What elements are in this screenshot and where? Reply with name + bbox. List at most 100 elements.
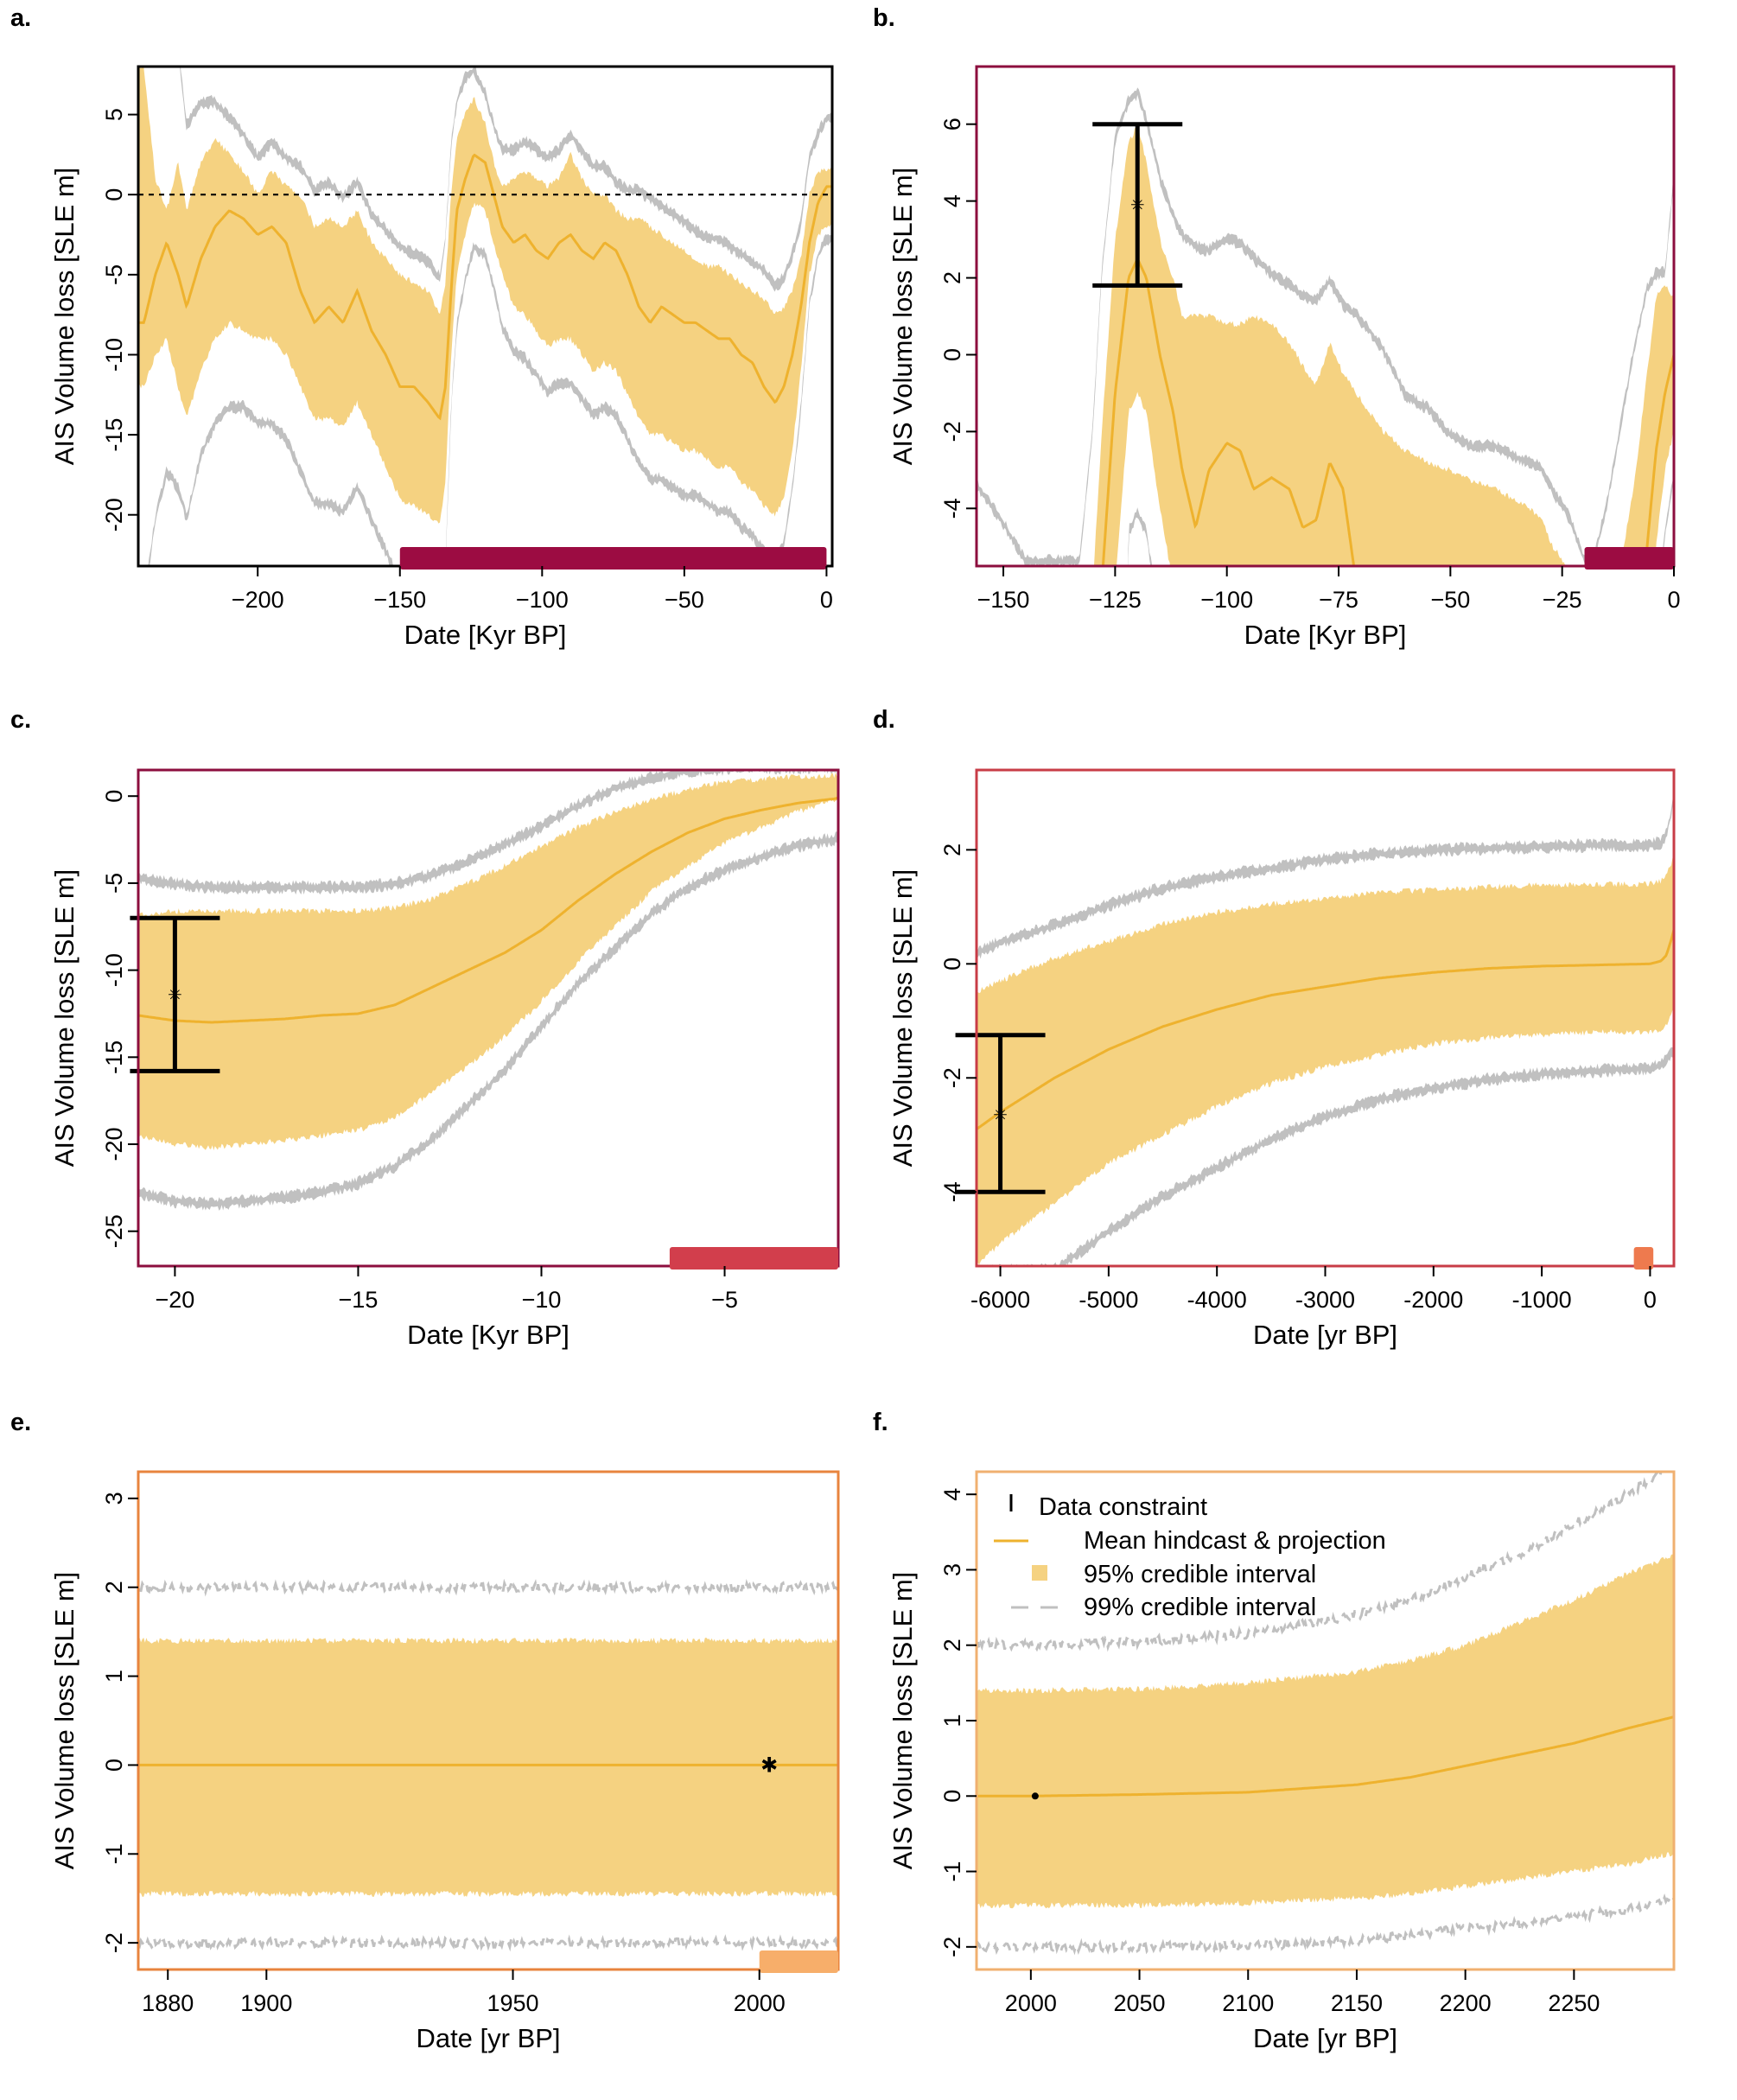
y-tick-label: 0 — [101, 1759, 127, 1772]
ci99-upper-band — [180, 67, 832, 292]
panel-label: a. — [10, 4, 31, 32]
y-tick-label: 2 — [939, 843, 965, 856]
y-tick-label: -5 — [101, 873, 127, 894]
constraint-point: ✳ — [993, 1106, 1008, 1125]
x-tick-label: 2250 — [1548, 1990, 1600, 2016]
y-tick-label: 3 — [101, 1492, 127, 1505]
constraint-point: ✱ — [760, 1753, 778, 1777]
ci95-band — [138, 67, 832, 524]
x-tick-label: 1900 — [240, 1990, 292, 2016]
y-tick-label: -1 — [939, 1861, 965, 1882]
x-axis-title: Date [yr BP] — [416, 2023, 560, 2053]
x-tick-label: 2200 — [1440, 1990, 1492, 2016]
y-tick-label: -4 — [939, 498, 965, 519]
panel-label: c. — [10, 706, 31, 734]
ci95-band — [977, 854, 1674, 1266]
panel-label: d. — [873, 706, 895, 734]
y-tick-label: -20 — [101, 1128, 127, 1161]
panel-f: 2000 2050 2100 2150 2200 2250 4 3 2 1 0 -1 -2 Date [y… — [873, 1409, 1676, 2053]
time-window-bar — [759, 1950, 838, 1973]
constraint-point: ✳ — [1130, 196, 1145, 215]
plot-area-b — [977, 87, 1674, 566]
legend: Data constraint Mean hindcast & projectio… — [994, 1493, 1386, 1621]
y-tick-label: -5 — [101, 264, 127, 285]
x-axis-title: Date [Kyr BP] — [1244, 620, 1407, 650]
panel-label: b. — [873, 4, 895, 32]
y-axis-title: AIS Volume loss [SLE m] — [888, 1572, 918, 1870]
x-tick-label: -3000 — [1295, 1287, 1355, 1313]
y-tick-label: -4 — [939, 1181, 965, 1202]
ci99-upper-dashed — [138, 1578, 838, 1597]
x-tick-label: −100 — [516, 587, 569, 613]
y-axis-title: AIS Volume loss [SLE m] — [49, 168, 80, 466]
x-tick-label: −200 — [232, 587, 284, 613]
legend-ci95-symbol — [1032, 1565, 1047, 1581]
x-axis-title: Date [Kyr BP] — [407, 1320, 569, 1350]
x-tick-label: -2000 — [1403, 1287, 1463, 1313]
constraint-point: ✳ — [168, 986, 182, 1005]
x-tick-label: −25 — [1543, 587, 1582, 613]
legend-mean-label: Mean hindcast & projection — [1084, 1527, 1386, 1555]
legend-ci99-label: 99% credible interval — [1084, 1594, 1316, 1621]
x-tick-label: 0 — [820, 587, 833, 613]
x-tick-label: −150 — [977, 587, 1030, 613]
y-tick-label: 6 — [939, 118, 965, 130]
plot-area-d — [977, 781, 1674, 1266]
ci99-lower-band — [977, 1046, 1674, 1266]
panel-label: e. — [10, 1409, 31, 1436]
ci95-band — [977, 1553, 1674, 1909]
plot-frame — [975, 65, 1676, 568]
x-tick-label: −150 — [373, 587, 426, 613]
y-tick-label: 4 — [939, 1488, 965, 1501]
y-tick-label: 2 — [939, 1639, 965, 1651]
y-tick-label: -15 — [101, 1040, 127, 1074]
x-axis-title: Date [yr BP] — [1253, 1320, 1397, 1350]
panel-e: ✱ 1880 1900 1950 2000 3 2 1 0 -1 -2 Date [yr BP] AIS… — [10, 1409, 840, 2053]
x-tick-label: 2000 — [1005, 1990, 1057, 2016]
y-tick-label: 3 — [939, 1563, 965, 1576]
x-tick-label: −100 — [1200, 587, 1253, 613]
panel-label: f. — [873, 1409, 888, 1436]
panel-c: ✳ −20 −15 −10 −5 0 -5 -10 -15 -20 -25 Date [Kyr BP]… — [10, 706, 840, 1350]
x-tick-label: 0 — [1667, 587, 1680, 613]
x-tick-label: 2150 — [1331, 1990, 1383, 2016]
y-tick-label: 0 — [101, 790, 127, 803]
x-tick-label: 1950 — [487, 1990, 538, 2016]
y-tick-label: -10 — [101, 338, 127, 372]
plot-area-c — [138, 770, 838, 1211]
x-tick-label: −125 — [1089, 587, 1142, 613]
y-tick-label: -2 — [939, 421, 965, 442]
x-tick-label: -5000 — [1078, 1287, 1138, 1313]
ci99-upper-band — [138, 770, 837, 895]
y-tick-label: 0 — [939, 958, 965, 970]
y-tick-label: 0 — [101, 188, 127, 201]
ci99-upper-dashed — [977, 1472, 1670, 1652]
mean-line — [138, 796, 838, 1024]
mean-line — [977, 1715, 1674, 1798]
x-tick-label: 2100 — [1222, 1990, 1274, 2016]
x-axis-title: Date [yr BP] — [1253, 2023, 1397, 2053]
ci99-lower-dashed — [138, 1934, 838, 1952]
y-tick-label: 2 — [939, 271, 965, 284]
y-tick-label: -1 — [101, 1843, 127, 1864]
mean-line — [1101, 255, 1674, 566]
time-window-bar — [399, 547, 827, 570]
mean-line — [977, 929, 1674, 1130]
y-tick-label: -20 — [101, 498, 127, 531]
time-window-bar — [1584, 547, 1674, 570]
x-tick-label: 2050 — [1114, 1990, 1166, 2016]
y-tick-label: 0 — [939, 1790, 965, 1803]
x-tick-label: 0 — [1644, 1287, 1657, 1313]
legend-constraint-label: Data constraint — [1039, 1493, 1207, 1521]
x-tick-label: −5 — [711, 1287, 738, 1313]
panel-b: ✳ −150 −125 −100 −75 −50 −25 0 6 4 2 0 -2 -4 Date [Kyr… — [873, 4, 1681, 650]
y-tick-label: 1 — [939, 1714, 965, 1727]
plot-area-e — [138, 1578, 838, 1952]
y-tick-label: -15 — [101, 418, 127, 452]
y-tick-label: 4 — [939, 194, 965, 207]
time-window-bar — [1633, 1247, 1654, 1270]
x-tick-label: 2000 — [734, 1990, 786, 2016]
y-tick-label: -2 — [939, 1937, 965, 1957]
y-tick-label: -2 — [101, 1932, 127, 1953]
x-tick-label: -1000 — [1512, 1287, 1572, 1313]
